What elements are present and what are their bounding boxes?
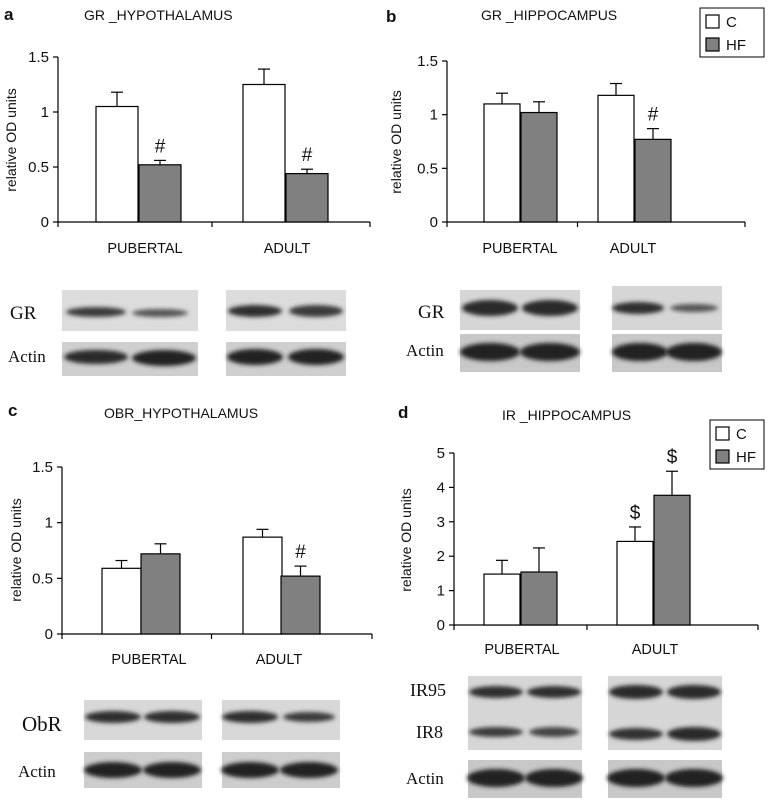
chart-title-d: IR _HIPPOCAMPUS [502,407,631,423]
y-tick-label: 4 [437,479,445,496]
chart-title-c: OBR_HYPOTHALAMUS [104,405,258,421]
legend-swatch-c [715,426,730,441]
y-tick-label: 0.5 [32,570,53,587]
y-tick-label: 1.5 [28,49,49,66]
bar-c-pubertal [483,573,521,626]
blot-a-pubertal [62,290,198,376]
y-tick-label: 1.5 [417,53,438,70]
legend-label-hf: HF [726,37,746,54]
legend-label-hf: HF [736,449,756,466]
bar-c-adult [242,83,286,223]
bar-hf-adult [285,173,329,223]
bar-c-adult [597,94,635,223]
panel-letter-a: a [4,5,14,24]
y-axis-label: relative OD units [8,498,24,601]
y-tick-label: 1 [437,583,445,600]
bar-c-adult [242,536,283,635]
y-tick-label: 1.5 [32,459,53,476]
blot-label-actin: Actin [8,347,46,366]
blot-label-actin: Actin [406,341,444,360]
bar-c-pubertal [101,567,142,635]
y-tick-label: 0 [430,214,438,231]
y-tick-label: 1 [41,104,49,121]
western-blots [62,286,723,798]
y-tick-label: 0 [41,214,49,231]
bar-c-pubertal [483,103,521,223]
significance-marker: $ [630,503,641,524]
blot-label-ir8: IR8 [416,722,443,742]
blot-a-adult [226,290,346,376]
legend-swatch-hf [715,449,730,464]
chart-panel-d: 0 1 2 3 4 5 relative OD units PUBERTAL ADULT $ $ [398,445,759,658]
legend-d: C HF [709,419,765,470]
x-tick-label-pubertal: PUBERTAL [107,241,182,257]
chart-title-b: GR _HIPPOCAMPUS [481,7,617,23]
bar-c-adult [616,540,654,626]
legend-swatch-c [705,14,720,29]
significance-marker: # [295,542,306,563]
chart-panel-c: 0 0.5 1 1.5 relative OD units PUBERTAL ADULT # [8,459,373,668]
legend-label-c: C [736,426,747,443]
y-tick-label: 0.5 [417,160,438,177]
bar-hf-pubertal [138,164,182,223]
charts: 0 0.5 1 1.5 relative OD units PUBERTAL ADULT # #… [3,49,759,668]
x-tick-label-adult: ADULT [264,241,311,257]
y-tick-label: 3 [437,514,445,531]
blot-label-ir95: IR95 [410,680,446,700]
y-tick-label: 0 [437,617,445,634]
bar-hf-pubertal [140,553,181,635]
y-tick-label: 0 [45,626,53,643]
significance-marker: # [648,105,659,126]
blot-label-actin: Actin [406,769,444,788]
x-tick-label-pubertal: PUBERTAL [482,241,557,257]
bar-hf-pubertal [520,571,558,626]
panel-letter-c: c [8,401,17,420]
blot-d-pubertal [467,676,583,798]
blot-c-pubertal [84,700,202,788]
x-tick-label-pubertal: PUBERTAL [484,642,559,658]
y-tick-label: 1 [45,515,53,532]
blot-b-pubertal [460,290,580,372]
blot-label-gr: GR [10,303,37,324]
blot-c-adult [221,700,340,788]
panel-letter-b: b [386,7,396,26]
y-tick-label: 2 [437,548,445,565]
bar-hf-pubertal [520,111,558,223]
legend-label-c: C [726,14,737,31]
y-tick-label: 1 [430,107,438,124]
blot-label-actin: Actin [18,762,56,781]
significance-marker: # [155,136,166,157]
legend-top: C HF [699,7,765,58]
significance-marker: # [302,145,313,166]
chart-panel-b: 0 0.5 1 1.5 relative OD units PUBERTAL ADULT # [388,53,746,257]
panel-letter-d: d [398,403,408,422]
bar-hf-adult [280,575,321,635]
y-axis-label: relative OD units [3,88,19,191]
y-tick-label: 0.5 [28,159,49,176]
legend-swatch-hf [705,37,720,52]
blot-label-gr: GR [418,302,445,323]
y-axis-label: relative OD units [398,488,414,591]
chart-title-a: GR _HYPOTHALAMUS [84,7,233,23]
x-tick-label-adult: ADULT [256,652,303,668]
bar-c-pubertal [95,105,139,223]
x-tick-label-adult: ADULT [632,642,679,658]
blot-b-adult [612,286,722,372]
bar-hf-adult [653,494,691,626]
chart-panel-a: 0 0.5 1 1.5 relative OD units PUBERTAL ADULT # # [3,49,371,257]
blot-label-obr: ObR [22,712,62,736]
x-tick-label-adult: ADULT [610,241,657,257]
x-tick-label-pubertal: PUBERTAL [111,652,186,668]
significance-marker: $ [667,447,678,468]
y-tick-label: 5 [437,445,445,462]
bar-hf-adult [634,138,672,223]
y-axis-label: relative OD units [388,90,404,193]
blot-d-adult [607,676,723,798]
